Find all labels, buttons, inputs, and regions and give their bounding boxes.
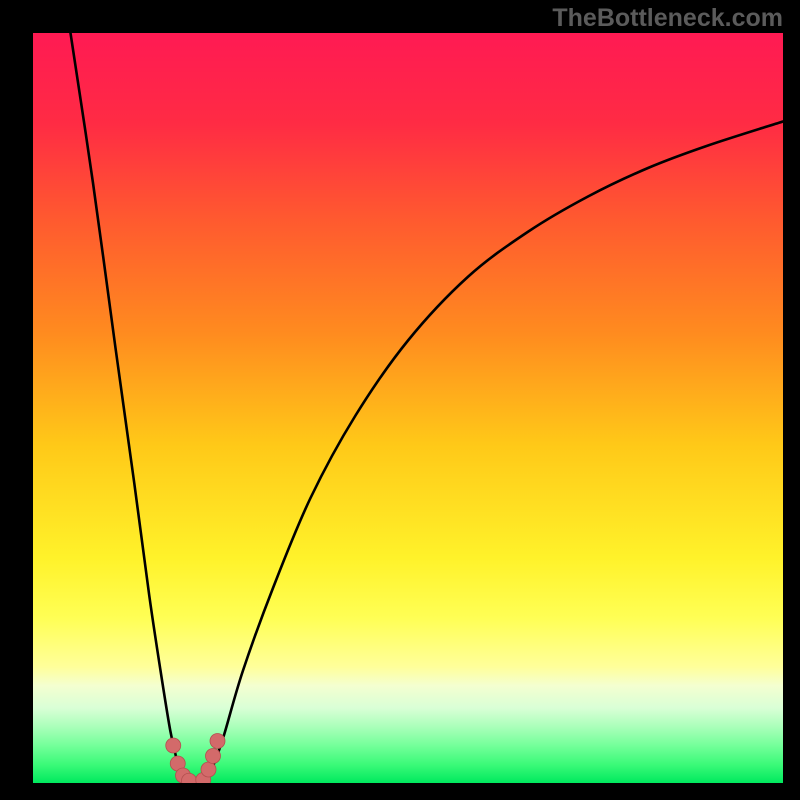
- marker-dot: [206, 749, 221, 764]
- marker-dot: [201, 762, 216, 777]
- plot-svg: [33, 33, 783, 783]
- watermark-text: TheBottleneck.com: [552, 4, 783, 33]
- marker-dot: [210, 734, 225, 749]
- marker-dot: [166, 738, 181, 753]
- plot-area: [33, 33, 783, 783]
- gradient-background: [33, 33, 783, 783]
